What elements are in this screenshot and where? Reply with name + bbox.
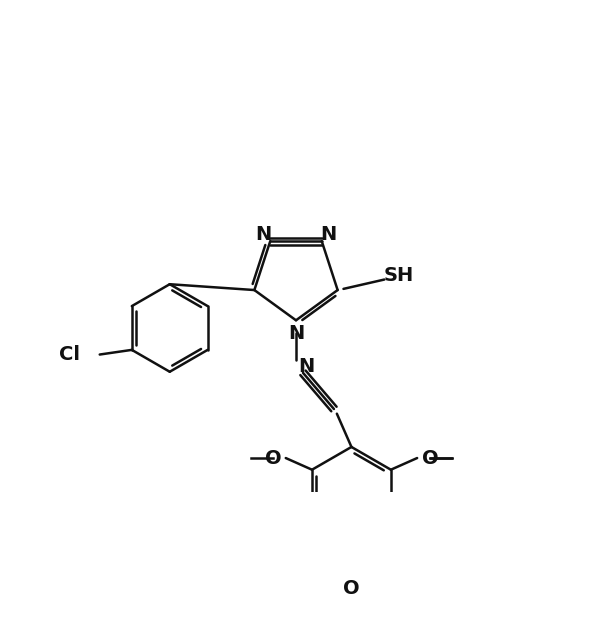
Text: O: O	[265, 449, 281, 468]
Text: O: O	[422, 449, 438, 468]
Text: Cl: Cl	[59, 345, 81, 364]
Text: N: N	[321, 225, 337, 244]
Text: SH: SH	[384, 266, 414, 285]
Text: N: N	[255, 225, 271, 244]
Text: N: N	[288, 324, 304, 342]
Text: N: N	[298, 358, 314, 376]
Text: O: O	[343, 579, 360, 598]
